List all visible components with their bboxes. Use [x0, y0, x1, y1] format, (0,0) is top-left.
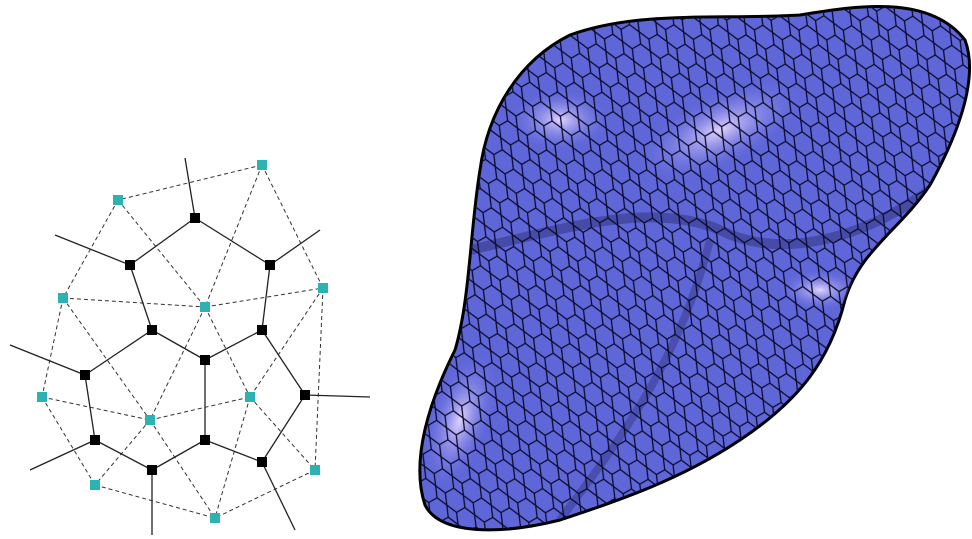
voronoi-vertex — [147, 465, 157, 475]
voronoi-vertex — [200, 435, 210, 445]
site — [113, 195, 123, 205]
voronoi-edge — [129, 217, 196, 266]
mesh-surface — [418, 4, 972, 532]
voronoi-vertex — [257, 457, 267, 467]
delaunay-edge — [94, 419, 151, 486]
site — [310, 465, 320, 475]
voronoi-edge — [204, 329, 263, 361]
voronoi-ray — [54, 234, 131, 266]
voronoi-ray — [9, 344, 86, 376]
site — [90, 480, 100, 490]
voronoi-ray — [29, 439, 96, 471]
voronoi-vertex — [125, 260, 135, 270]
delaunay-edge — [149, 419, 216, 519]
voronoi-vertex — [200, 355, 210, 365]
delaunay-edge — [149, 396, 251, 421]
voronoi-vertex — [90, 435, 100, 445]
voronoi-edge — [84, 329, 153, 376]
voronoi-edge — [261, 329, 306, 396]
delaunay-edge — [204, 164, 263, 308]
site — [210, 513, 220, 523]
delaunay-edge — [62, 297, 151, 421]
site — [257, 160, 267, 170]
delaunay-edge — [204, 306, 251, 398]
delaunay-edge — [41, 396, 96, 486]
site — [58, 293, 68, 303]
delaunay-edge — [214, 396, 251, 519]
delaunay-edge — [214, 469, 316, 519]
voronoi-ray — [269, 229, 321, 266]
site — [245, 392, 255, 402]
voronoi-edge — [261, 394, 306, 463]
site — [318, 283, 328, 293]
voronoi-vertex — [265, 260, 275, 270]
voronoi-diagram — [9, 157, 371, 535]
voronoi-edge — [151, 439, 206, 471]
voronoi-edge — [84, 374, 96, 441]
delaunay-edge — [94, 484, 216, 519]
surface-shading — [419, 6, 970, 530]
delaunay-edge — [62, 297, 206, 308]
voronoi-edge — [261, 264, 271, 331]
delaunay-edge — [314, 287, 324, 471]
delaunay-edge — [149, 306, 206, 421]
delaunay-edge — [249, 287, 324, 398]
voronoi-vertex — [257, 325, 267, 335]
delaunay-edge — [41, 297, 64, 398]
delaunay-edge — [117, 164, 263, 201]
mesh-cells — [419, 6, 970, 530]
delaunay-edge — [249, 396, 316, 471]
delaunay-edge — [117, 199, 206, 308]
voronoi-edge — [129, 264, 153, 331]
delaunay-edge — [261, 164, 324, 289]
delaunay-edge — [41, 396, 151, 421]
voronoi-ray — [184, 157, 196, 219]
voronoi-edge — [94, 439, 153, 471]
site — [145, 415, 155, 425]
site — [37, 392, 47, 402]
voronoi-vertex — [147, 325, 157, 335]
voronoi-vertex — [300, 390, 310, 400]
delaunay-edge — [204, 287, 324, 308]
voronoi-vertex — [80, 370, 90, 380]
voronoi-edge — [151, 329, 206, 361]
site — [200, 302, 210, 312]
voronoi-ray — [304, 394, 371, 398]
voronoi-edge — [204, 439, 263, 463]
voronoi-edge — [194, 217, 271, 266]
voronoi-vertex — [190, 213, 200, 223]
voronoi-ray — [261, 461, 296, 531]
